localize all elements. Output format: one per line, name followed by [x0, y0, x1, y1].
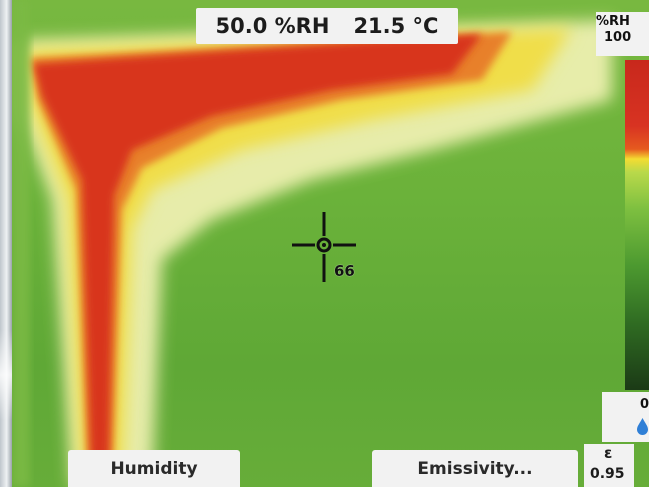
emissivity-value: 0.95	[590, 466, 625, 482]
temperature-reading: 21.5 °C	[353, 14, 439, 38]
water-drop-icon	[637, 418, 648, 435]
reading-display: 50.0 %RH 21.5 °C	[196, 8, 458, 44]
scale-unit-label: %RH	[596, 14, 630, 29]
emissivity-softkey[interactable]: Emissivity...	[372, 450, 578, 487]
scale-max-label: 100	[604, 30, 632, 45]
crosshair-value: 66	[334, 262, 355, 280]
crosshair-icon	[292, 212, 356, 282]
humidity-reading: 50.0 %RH	[215, 14, 330, 38]
scale-header-bg	[596, 12, 649, 56]
emissivity-softkey-label: Emissivity...	[417, 458, 533, 479]
emissivity-box	[584, 444, 634, 487]
scale-min-label: 0	[640, 397, 649, 412]
color-scale-bar	[625, 60, 649, 390]
bezel-highlight	[0, 330, 12, 420]
humidity-softkey-label: Humidity	[110, 458, 198, 479]
heat-map-blobs	[12, 0, 612, 487]
humidity-softkey[interactable]: Humidity	[68, 450, 240, 487]
emissivity-symbol: ε	[604, 444, 613, 462]
